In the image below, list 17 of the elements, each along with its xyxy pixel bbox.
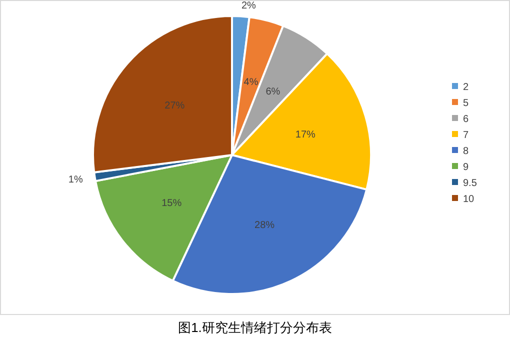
legend-label: 10 [463, 194, 475, 205]
legend-label: 6 [463, 114, 469, 125]
data-label: 15% [162, 198, 182, 209]
legend-label: 9.5 [463, 178, 478, 189]
legend-label: 9 [463, 162, 469, 173]
data-label: 27% [164, 100, 185, 112]
legend-label: 7 [463, 130, 469, 141]
data-label: 28% [254, 220, 275, 232]
legend-label: 5 [463, 98, 469, 109]
legend-label: 2 [463, 82, 469, 93]
data-label: 4% [244, 76, 258, 88]
legend-label: 8 [463, 146, 469, 157]
data-label: 2% [241, 0, 256, 12]
data-label: 17% [295, 130, 316, 141]
data-label: 6% [266, 86, 280, 98]
data-label: 1% [68, 174, 83, 186]
text: 图1.研究生情绪打分分布表 [178, 320, 332, 335]
